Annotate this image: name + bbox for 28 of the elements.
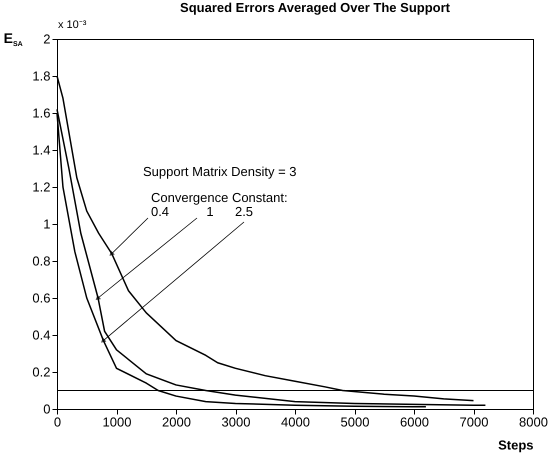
chart-title: Squared Errors Averaged Over The Support <box>180 0 451 15</box>
x-axis-title: Steps <box>498 438 534 452</box>
x-tick-label: 1000 <box>102 414 132 430</box>
annotation: Support Matrix Density = 3 <box>143 164 297 179</box>
y-tick-label: 0.6 <box>32 290 50 306</box>
x-tick-label: 8000 <box>519 414 548 430</box>
annotation: 0.4 <box>150 204 170 219</box>
y-tick-label: 1.6 <box>32 106 50 120</box>
annotation: Convergence Constant: <box>151 190 288 205</box>
x-tick-label: 3000 <box>222 414 250 430</box>
y-tick-label: 1.4 <box>32 142 50 158</box>
x-tick-label: 2000 <box>162 414 191 430</box>
y-tick-label: 0.2 <box>32 364 50 380</box>
y-tick-label: 0.4 <box>32 328 50 342</box>
y-tick-label: 1.8 <box>32 68 50 84</box>
y-tick-label: 1 <box>43 216 50 232</box>
annotation: 2.5 <box>234 204 254 219</box>
x-tick-label: 4000 <box>281 414 310 430</box>
x-tick-label: 6000 <box>400 414 429 430</box>
x-tick-label: 0 <box>54 414 62 430</box>
y-tick-label: 0 <box>43 402 50 416</box>
annotation: 1 <box>206 204 214 219</box>
x-tick-label: 7000 <box>460 414 488 430</box>
y-tick-label: 2 <box>43 32 50 46</box>
x-tick-label: 5000 <box>340 414 370 430</box>
y-tick-label: 0.8 <box>32 254 50 268</box>
text: x 10⁻³ <box>58 19 87 31</box>
y-tick-label: 1.2 <box>32 180 50 194</box>
